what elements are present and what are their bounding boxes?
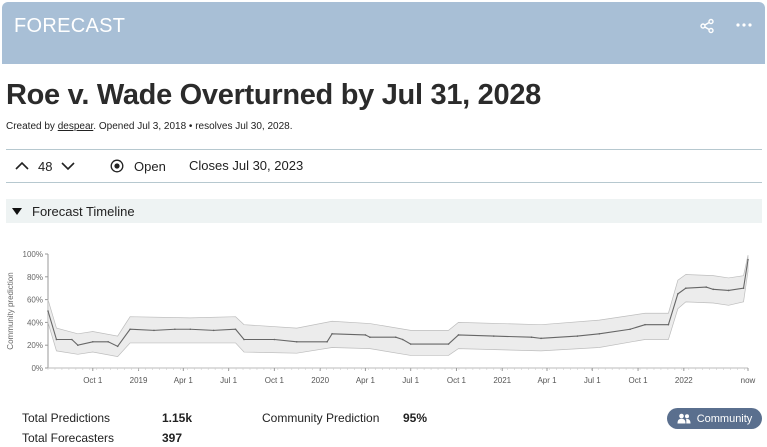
- data-point: [326, 340, 328, 343]
- question-title: Roe v. Wade Overturned by Jul 31, 2028: [6, 79, 541, 111]
- radio-icon: [110, 159, 124, 173]
- status-label: Open: [134, 158, 166, 174]
- forecast-chart[interactable]: 0% 20% 40% 60% 80% 100% Community prediction Oc…: [4, 242, 764, 390]
- confidence-band: [47, 255, 749, 357]
- data-point: [77, 344, 79, 346]
- data-point: [394, 336, 397, 339]
- data-point: [174, 328, 176, 331]
- data-point: [727, 289, 730, 292]
- data-point: [540, 337, 542, 340]
- y-tick-label: 60%: [27, 296, 43, 305]
- total-predictions-value: 1.15k: [162, 411, 193, 425]
- chevron-down-icon[interactable]: [60, 158, 76, 174]
- data-point: [598, 333, 601, 335]
- users-icon: [677, 413, 691, 424]
- data-point: [153, 329, 155, 332]
- data-point: [401, 338, 404, 341]
- vote-count: 48: [38, 158, 53, 174]
- x-tick-label: 2022: [675, 376, 693, 385]
- data-point: [364, 334, 367, 336]
- x-tick-label: Oct 1: [265, 376, 285, 385]
- data-point: [447, 343, 450, 345]
- data-point: [457, 334, 460, 336]
- data-point: [644, 323, 646, 326]
- data-point: [629, 328, 631, 331]
- forecast-header: FORECAST: [2, 2, 765, 64]
- data-point: [492, 335, 495, 337]
- data-point: [705, 286, 708, 288]
- vote-control: 48: [14, 157, 76, 175]
- data-point: [530, 336, 533, 339]
- data-point: [116, 345, 119, 348]
- more-icon[interactable]: [735, 16, 753, 34]
- x-tick-label: 2019: [130, 376, 148, 385]
- divider: [6, 149, 762, 150]
- total-forecasters-label: Total Forecasters: [22, 431, 115, 445]
- data-point: [712, 288, 714, 291]
- data-point: [71, 338, 73, 341]
- question-meta: Created by despear. Opened Jul 3, 2018 •…: [6, 121, 292, 132]
- header-title: FORECAST: [14, 15, 126, 37]
- created-suffix: . Opened Jul 3, 2018 • resolves Jul 30, …: [93, 121, 293, 132]
- y-tick-label: 20%: [27, 341, 43, 350]
- community-prediction-value: 95%: [403, 411, 428, 425]
- closes-date: Closes Jul 30, 2023: [189, 158, 304, 173]
- x-tick-label: Oct 1: [83, 376, 103, 385]
- x-tick-label: Jul 1: [584, 376, 601, 385]
- chevron-up-icon[interactable]: [14, 158, 30, 174]
- community-prediction-label: Community Prediction: [262, 411, 380, 425]
- data-point: [273, 338, 276, 341]
- data-point: [742, 287, 745, 289]
- author-link[interactable]: despear: [57, 121, 94, 132]
- data-point: [369, 336, 371, 339]
- data-point: [129, 328, 131, 331]
- x-tick-label: 2021: [493, 376, 511, 385]
- total-forecasters-value: 397: [162, 431, 183, 445]
- x-tick-label: Apr 1: [356, 376, 376, 385]
- data-point: [243, 338, 245, 341]
- total-predictions-label: Total Predictions: [22, 411, 111, 425]
- x-tick-label: Apr 1: [537, 376, 557, 385]
- data-point: [189, 328, 192, 331]
- data-point: [331, 333, 333, 335]
- data-point: [107, 340, 109, 343]
- divider: [6, 182, 762, 183]
- y-tick-label: 40%: [27, 318, 43, 327]
- y-tick-label: 80%: [27, 273, 43, 282]
- timeline-label: Forecast Timeline: [32, 203, 135, 219]
- community-button-label: Community: [696, 412, 753, 425]
- data-point: [295, 340, 298, 343]
- data-point: [685, 287, 687, 289]
- community-button[interactable]: Community: [667, 408, 762, 429]
- data-point: [747, 258, 749, 261]
- x-tick-label: Oct 1: [628, 376, 648, 385]
- data-point: [677, 293, 679, 295]
- y-tick-label: 100%: [23, 250, 43, 259]
- data-point: [47, 310, 49, 312]
- data-point: [234, 328, 237, 331]
- y-tick-label: 0%: [31, 364, 43, 373]
- x-tick-label: Oct 1: [447, 376, 467, 385]
- community-prediction-line: [47, 259, 749, 348]
- data-point: [212, 329, 215, 332]
- caret-down-icon: [12, 207, 22, 215]
- data-point: [91, 340, 94, 343]
- created-prefix: Created by: [6, 121, 55, 132]
- x-tick-label: Jul 1: [220, 376, 237, 385]
- x-tick-label: Apr 1: [174, 376, 194, 385]
- data-point: [409, 343, 412, 345]
- x-tick-label: now: [741, 376, 756, 385]
- timeline-toggle[interactable]: Forecast Timeline: [6, 199, 762, 223]
- x-tick-label: 2020: [311, 376, 329, 385]
- data-point: [576, 335, 579, 337]
- data-point: [667, 323, 670, 326]
- y-axis-label: Community prediction: [6, 272, 15, 349]
- x-tick-label: Jul 1: [402, 376, 419, 385]
- data-point: [55, 338, 58, 341]
- share-icon[interactable]: [699, 18, 715, 34]
- status: Open: [110, 157, 166, 175]
